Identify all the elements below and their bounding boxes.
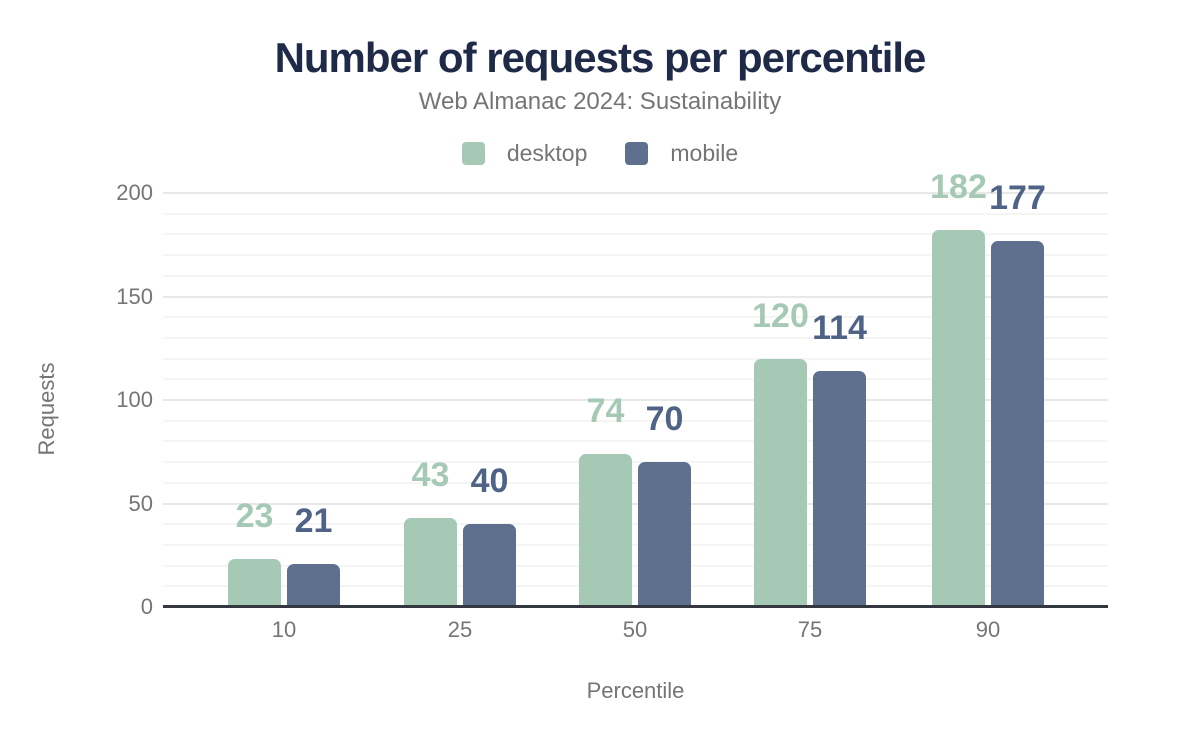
gridline-120 — [163, 357, 1108, 360]
chart-title: Number of requests per percentile — [274, 34, 927, 81]
bar-mobile-p75 — [813, 371, 866, 607]
bar-desktop-p75 — [754, 358, 807, 607]
bar-desktop-p50 — [579, 453, 632, 607]
gridline-80 — [163, 440, 1108, 443]
x-tick-25: 25 — [447, 617, 473, 642]
gridline-140 — [163, 316, 1108, 319]
bar-mobile-p50 — [638, 462, 691, 607]
value-label-desktop-p10: 23 — [235, 497, 274, 536]
legend-item-desktop: desktop — [461, 140, 588, 167]
bar-desktop-p90 — [932, 230, 985, 607]
bar-group-p10: 23 21 — [228, 193, 341, 607]
gridline-30 — [163, 543, 1108, 546]
gridline-10 — [163, 585, 1108, 588]
gridline-180 — [163, 233, 1108, 236]
y-tick-100: 100 — [116, 387, 153, 412]
gridline-130 — [163, 336, 1108, 339]
value-label-mobile-p50: 70 — [645, 400, 684, 439]
y-tick-0: 0 — [140, 594, 153, 619]
gridline-200 — [163, 192, 1108, 194]
legend: desktop mobile — [0, 140, 1200, 167]
gridline-20 — [163, 564, 1108, 567]
y-tick-200: 200 — [116, 180, 153, 205]
y-tick-150: 150 — [116, 283, 153, 309]
gridline-50 — [163, 502, 1108, 505]
x-axis-title: Percentile — [586, 678, 685, 703]
bar-mobile-p25 — [463, 524, 516, 607]
gridline-100 — [163, 399, 1108, 401]
bar-desktop-p25 — [404, 518, 457, 607]
bar-group-p90: 182 177 — [930, 170, 1046, 607]
bar-group-p75: 120 114 — [752, 193, 867, 607]
legend-label-mobile: mobile — [670, 140, 739, 166]
value-label-desktop-p25: 43 — [411, 456, 450, 494]
value-label-mobile-p25: 40 — [470, 462, 509, 501]
bar-desktop-p10 — [228, 559, 281, 607]
x-tick-50: 50 — [622, 617, 648, 642]
value-label-mobile-p90: 177 — [989, 178, 1046, 217]
chart-subtitle: Web Almanac 2024: Sustainability — [418, 88, 782, 115]
value-label-desktop-p90: 182 — [930, 168, 987, 207]
gridline-40 — [163, 523, 1108, 526]
gridline-160 — [163, 274, 1108, 277]
gridline-70 — [163, 461, 1108, 464]
bar-mobile-p90 — [991, 240, 1044, 607]
y-tick-50: 50 — [128, 490, 153, 516]
x-axis-line — [163, 605, 1108, 608]
plot-area: 0 50 100 150 200 23 21 43 40 74 70 120 114 182 177 — [116, 170, 1108, 619]
gridline-110 — [163, 378, 1108, 381]
value-label-desktop-p50: 74 — [586, 391, 625, 430]
gridline-150 — [163, 295, 1108, 298]
bar-group-p50: 74 70 — [579, 193, 692, 607]
gridline-170 — [163, 254, 1108, 257]
bar-group-p25: 43 40 — [404, 193, 517, 607]
bar-mobile-p10 — [287, 563, 340, 607]
gridline-90 — [163, 419, 1108, 422]
value-label-mobile-p10: 21 — [294, 501, 333, 540]
value-label-mobile-p75: 114 — [812, 309, 867, 348]
gridline-190 — [163, 212, 1108, 215]
legend-item-mobile: mobile — [625, 140, 738, 167]
x-tick-90: 90 — [975, 617, 1001, 642]
x-tick-10: 10 — [271, 617, 297, 642]
legend-swatch-mobile — [625, 142, 649, 165]
gridline-60 — [163, 481, 1108, 484]
legend-swatch-desktop — [461, 142, 485, 165]
legend-label-desktop: desktop — [506, 140, 588, 166]
value-label-desktop-p75: 120 — [752, 296, 809, 335]
x-tick-75: 75 — [797, 617, 823, 642]
